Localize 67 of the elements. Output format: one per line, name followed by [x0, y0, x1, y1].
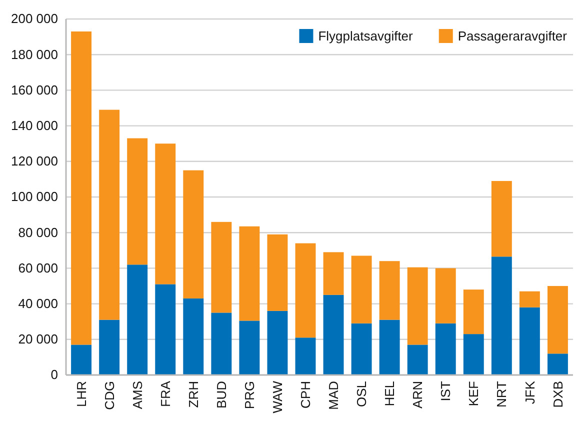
y-tick-label: 100 000	[11, 189, 58, 204]
bar	[407, 344, 428, 375]
x-tick-label: MAD	[326, 381, 342, 410]
bar	[351, 256, 372, 324]
bar	[407, 267, 428, 345]
x-tick-label: ZRH	[186, 381, 201, 408]
bar	[491, 256, 512, 375]
bar	[127, 264, 148, 375]
bar	[99, 110, 120, 320]
x-tick-label: JFK	[522, 380, 538, 404]
x-tick-label: CPH	[298, 381, 314, 408]
bar	[267, 310, 288, 375]
x-tick-label: WAW	[270, 380, 286, 414]
bar	[435, 268, 456, 324]
bar	[519, 291, 540, 308]
x-tick-label: BUD	[214, 381, 229, 408]
bar	[295, 338, 316, 375]
legend-label: Passageraravgifter	[458, 28, 568, 44]
bar	[239, 320, 260, 375]
x-tick-label: ARN	[410, 381, 426, 408]
y-tick-label: 40 000	[18, 296, 58, 311]
y-tick-label: 180 000	[11, 46, 58, 62]
bar	[71, 344, 92, 375]
bar	[435, 323, 456, 375]
y-tick-label: 120 000	[11, 154, 58, 169]
bar	[127, 138, 148, 265]
y-tick-label: 140 000	[11, 118, 58, 133]
legend-label: Flygplatsavgifter	[318, 28, 414, 44]
bar	[463, 334, 484, 375]
x-tick-label: CDG	[102, 381, 117, 410]
x-tick-label: IST	[438, 380, 454, 402]
bar	[519, 307, 540, 375]
bar	[239, 226, 260, 321]
bar	[463, 290, 484, 334]
bar	[183, 170, 204, 298]
y-tick-label: 20 000	[18, 332, 58, 347]
y-tick-label: 0	[50, 367, 58, 382]
bar	[71, 31, 92, 345]
bar	[183, 298, 204, 375]
bar	[491, 180, 512, 257]
x-tick-label: HEL	[382, 381, 398, 406]
bar	[211, 312, 232, 375]
y-tick-label: 200 000	[11, 11, 58, 26]
x-tick-label: FRA	[158, 380, 173, 407]
bar	[547, 286, 568, 354]
x-tick-label: OSL	[354, 381, 370, 408]
y-tick-label: 60 000	[18, 260, 58, 276]
bar	[295, 243, 316, 338]
bar	[99, 320, 120, 375]
y-tick-label: 160 000	[11, 82, 58, 98]
x-tick-label: PRG	[242, 381, 257, 410]
bar	[155, 144, 176, 284]
bar	[351, 323, 372, 375]
bar	[155, 284, 176, 375]
bar	[267, 234, 288, 311]
x-tick-label: KEF	[466, 380, 482, 406]
x-tick-label: NRT	[494, 380, 510, 408]
x-tick-label: AMS	[130, 380, 145, 410]
bar	[211, 222, 232, 313]
bar	[379, 320, 400, 375]
y-tick-label: 80 000	[18, 224, 58, 240]
bar	[379, 261, 400, 320]
x-tick-label: LHR	[74, 381, 89, 408]
bar	[323, 252, 344, 295]
x-tick-label: DXB	[550, 381, 566, 408]
bar	[323, 294, 344, 375]
bar	[547, 354, 568, 375]
